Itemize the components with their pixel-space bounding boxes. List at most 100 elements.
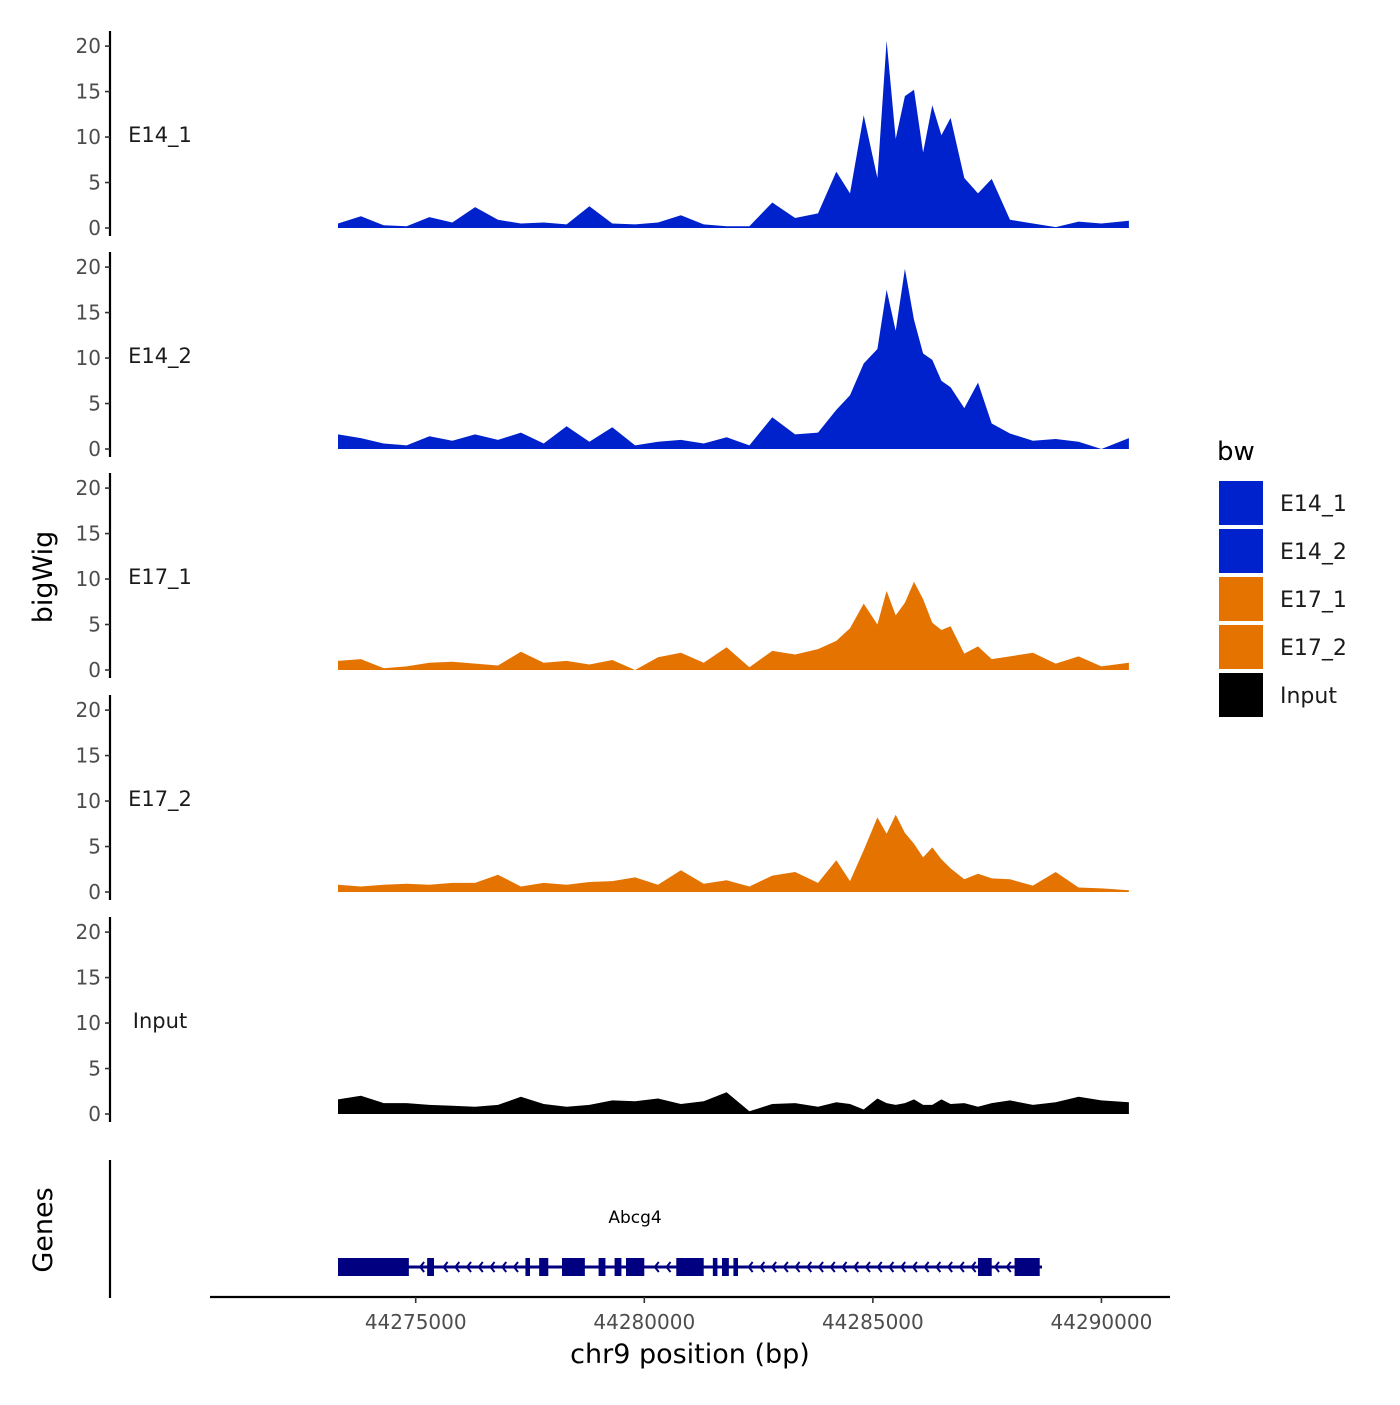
exon bbox=[539, 1258, 549, 1276]
exon bbox=[427, 1258, 434, 1276]
strand-arrow bbox=[759, 1261, 766, 1273]
track-label: E17_1 bbox=[128, 565, 192, 590]
exon bbox=[598, 1258, 606, 1276]
strand-arrow bbox=[454, 1261, 461, 1273]
strand-arrow bbox=[794, 1261, 801, 1273]
y-tick-label: 0 bbox=[88, 437, 101, 461]
strand-arrow bbox=[1005, 1261, 1012, 1273]
signal-area-E14_2 bbox=[338, 268, 1129, 449]
strand-arrow bbox=[770, 1261, 777, 1273]
strand-arrow bbox=[477, 1261, 484, 1273]
signal-area-E14_1 bbox=[338, 40, 1129, 228]
strand-arrow bbox=[817, 1261, 824, 1273]
legend-label: E17_2 bbox=[1280, 636, 1347, 661]
exon bbox=[722, 1258, 729, 1276]
x-axis-title: chr9 position (bp) bbox=[570, 1339, 810, 1370]
strand-arrow bbox=[829, 1261, 836, 1273]
exon bbox=[733, 1258, 738, 1276]
track-label: E14_2 bbox=[128, 344, 192, 369]
strand-arrow bbox=[852, 1261, 860, 1273]
track-Input: 0 5 10 15 20 Input bbox=[76, 917, 1129, 1126]
y-tick-label: 10 bbox=[76, 567, 101, 591]
y-tick-label: 5 bbox=[88, 392, 101, 416]
strand-arrow bbox=[864, 1261, 871, 1273]
gene-name-label: Abcg4 bbox=[608, 1208, 661, 1228]
legend-key-E14_2 bbox=[1217, 527, 1265, 575]
y-tick-label: 15 bbox=[76, 301, 101, 325]
signal-area-E17_2 bbox=[338, 814, 1129, 892]
exon bbox=[676, 1258, 704, 1276]
x-tick-label: 44280000 bbox=[593, 1310, 695, 1334]
gene-track: Abcg4 bbox=[108, 1160, 1042, 1298]
exon bbox=[978, 1258, 992, 1276]
strand-arrow bbox=[489, 1261, 496, 1273]
exon bbox=[626, 1258, 645, 1276]
strand-arrow bbox=[993, 1261, 1000, 1273]
strand-arrow bbox=[958, 1261, 965, 1273]
y-tick-label: 20 bbox=[76, 34, 101, 58]
y-axis-title: bigWig bbox=[28, 531, 59, 624]
exon bbox=[614, 1258, 622, 1276]
y-tick-label: 5 bbox=[88, 613, 101, 637]
strand-arrow bbox=[806, 1261, 813, 1273]
y-tick-label: 10 bbox=[76, 125, 101, 149]
legend-key-E14_1 bbox=[1217, 479, 1265, 527]
strand-arrow bbox=[782, 1261, 789, 1273]
legend-title: bw bbox=[1217, 437, 1255, 467]
y-tick-label: 15 bbox=[76, 744, 101, 768]
track-E17_1: 0 5 10 15 20 E17_1 bbox=[76, 473, 1129, 682]
signal-area-Input bbox=[338, 1092, 1129, 1114]
y-tick-label: 0 bbox=[88, 216, 101, 240]
exon bbox=[525, 1258, 530, 1276]
legend-label: Input bbox=[1280, 684, 1337, 709]
exon bbox=[1014, 1258, 1040, 1276]
y-tick-label: 5 bbox=[88, 1057, 101, 1081]
y-tick-label: 10 bbox=[76, 346, 101, 370]
strand-arrow bbox=[465, 1261, 472, 1273]
strand-arrow bbox=[946, 1261, 953, 1273]
track-label: E14_1 bbox=[128, 123, 192, 148]
track-label: Input bbox=[133, 1009, 187, 1033]
y-tick-label: 20 bbox=[76, 920, 101, 944]
strand-arrow bbox=[935, 1261, 942, 1273]
strand-arrow bbox=[512, 1261, 519, 1273]
x-tick-label: 44290000 bbox=[1051, 1310, 1153, 1334]
legend-label: E17_1 bbox=[1280, 588, 1347, 613]
x-axis: 44275000 44280000 44285000 44290000 bbox=[210, 1295, 1170, 1334]
x-tick-label: 44285000 bbox=[822, 1310, 924, 1334]
y-tick-label: 0 bbox=[88, 658, 101, 682]
strand-arrow bbox=[899, 1261, 906, 1273]
y-tick-label: 20 bbox=[76, 255, 101, 279]
y-tick-label: 15 bbox=[76, 966, 101, 990]
strand-arrow bbox=[876, 1261, 883, 1273]
genes-axis-title: Genes bbox=[28, 1187, 59, 1272]
y-tick-label: 10 bbox=[76, 789, 101, 813]
y-tick-label: 20 bbox=[76, 698, 101, 722]
exon bbox=[562, 1258, 585, 1276]
strand-arrow bbox=[665, 1261, 672, 1273]
legend-key-E17_1 bbox=[1217, 575, 1265, 623]
y-tick-label: 15 bbox=[76, 80, 101, 104]
strand-arrow bbox=[442, 1261, 449, 1273]
strand-arrow bbox=[500, 1261, 508, 1273]
signal-area-E17_1 bbox=[338, 581, 1129, 670]
y-tick-label: 10 bbox=[76, 1011, 101, 1035]
strand-arrow bbox=[888, 1261, 895, 1273]
y-tick-label: 0 bbox=[88, 1102, 101, 1126]
strand-arrow bbox=[911, 1261, 918, 1273]
strand-arrow bbox=[747, 1261, 754, 1273]
y-tick-label: 20 bbox=[76, 476, 101, 500]
x-tick-label: 44275000 bbox=[365, 1310, 467, 1334]
strand-arrow bbox=[970, 1261, 977, 1273]
y-tick-label: 0 bbox=[88, 880, 101, 904]
exon bbox=[712, 1258, 718, 1276]
tracks-layer: 0 5 10 15 20 E14_1 0 5 10 15 20 E14_2 0 5 10 15 20 E17_1 0… bbox=[76, 31, 1129, 1126]
legend-label: E14_2 bbox=[1280, 540, 1347, 565]
strand-arrow bbox=[923, 1261, 930, 1273]
legend-label: E14_1 bbox=[1280, 492, 1347, 517]
legend-key-E17_2 bbox=[1217, 623, 1265, 671]
y-tick-label: 5 bbox=[88, 835, 101, 859]
legend-key-Input bbox=[1217, 671, 1265, 719]
